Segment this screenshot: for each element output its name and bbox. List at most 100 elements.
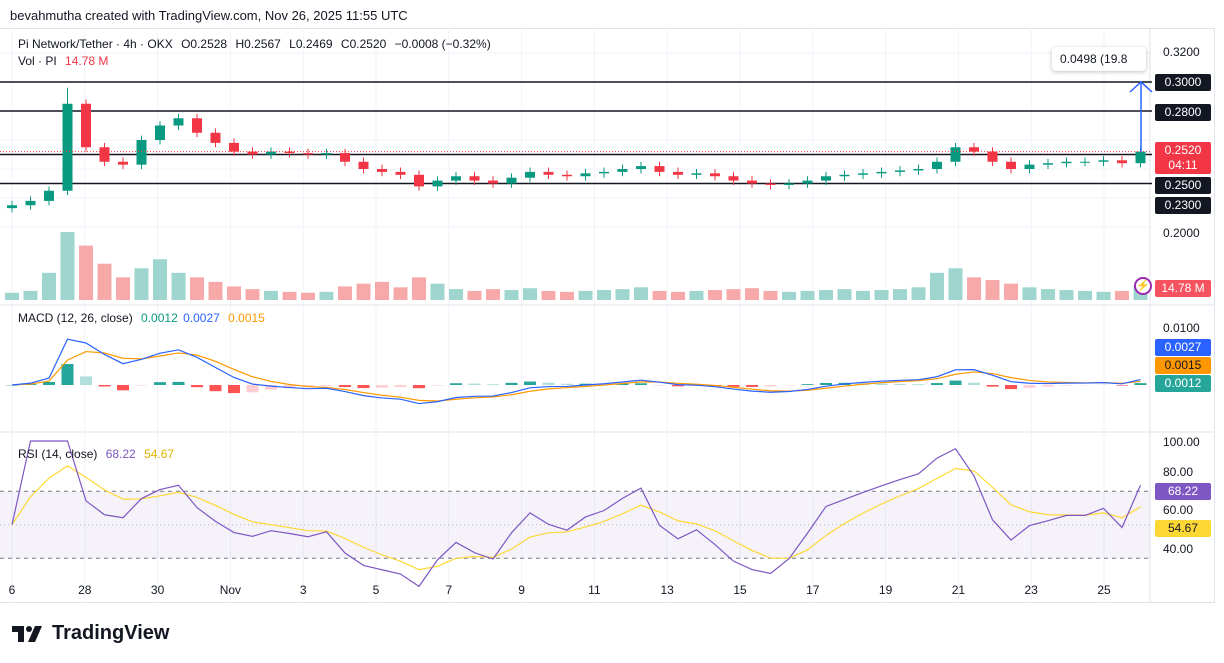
macd-histogram-bar: [320, 385, 333, 386]
volume-bar: [264, 290, 278, 300]
measure-arrow-head: [1129, 80, 1153, 93]
candle-body: [229, 142, 239, 152]
candle-body: [1135, 151, 1146, 164]
macd-histogram-bar: [450, 383, 462, 385]
price-tick: 0.2000: [1163, 226, 1200, 240]
macd-histogram-bar: [1060, 385, 1073, 386]
volume-value: 14.78 M: [65, 54, 109, 68]
volume-bar: [227, 286, 241, 300]
candle-body: [1043, 163, 1053, 165]
hline-tag-0300: 0.3000: [1155, 74, 1211, 91]
tradingview-logo[interactable]: TradingView: [12, 622, 169, 645]
tradingview-logo-icon: [12, 625, 42, 642]
volume-bar: [652, 290, 667, 300]
volume-bar: [726, 289, 741, 300]
time-tick: 17: [806, 583, 820, 597]
macd-histogram-bar: [265, 385, 277, 390]
time-tick: 6: [8, 583, 16, 597]
macd-histogram-bar: [6, 385, 18, 386]
macd-histogram-bar: [117, 385, 129, 391]
credit-text: bevahmutha created with TradingView.com,…: [10, 8, 408, 23]
volume-bar: [1022, 287, 1037, 300]
macd-histogram-bar: [487, 384, 499, 385]
volume-bar: [134, 268, 149, 300]
macd-histogram-bar: [172, 381, 185, 385]
candle-body: [710, 173, 720, 177]
volume-bar: [874, 290, 889, 300]
symbol-label[interactable]: Pi Network/Tether · 4h · OKX: [18, 37, 173, 51]
candle-body: [673, 171, 683, 175]
macd-histogram-bar: [43, 382, 55, 385]
time-tick: 23: [1024, 583, 1038, 597]
brand-name: TradingView: [52, 622, 170, 644]
candle-body: [247, 151, 258, 155]
macd-histogram-bar: [949, 380, 962, 385]
rsi-label[interactable]: RSI (14, close): [18, 447, 98, 461]
candle-body: [488, 180, 498, 184]
candle-body: [839, 174, 850, 177]
candle-body: [858, 173, 868, 175]
chart-frame: [0, 28, 1215, 603]
macd-histogram-bar: [542, 382, 555, 385]
volume-bar: [1004, 283, 1018, 300]
candle-body: [1024, 164, 1035, 169]
time-tick: 15: [733, 583, 747, 597]
main-legend: Pi Network/Tether · 4h · OKX O0.2528 H0.…: [18, 37, 496, 51]
macd-histogram-bar: [875, 383, 888, 385]
macd-histogram-bar: [1005, 385, 1017, 390]
macd-line: [11, 338, 1141, 405]
macd-histogram-bar: [986, 385, 999, 387]
candle-body: [1117, 160, 1127, 164]
candle-body: [932, 161, 942, 169]
candle-body: [469, 176, 480, 181]
hline-tag-0250: 0.2500: [1155, 177, 1211, 194]
volume-bar: [153, 259, 167, 300]
candle-body: [340, 153, 350, 162]
candle-body: [580, 173, 591, 177]
macd-histogram-bar: [561, 383, 573, 385]
macd-legend: MACD (12, 26, close) 0.0012 0.0027 0.001…: [18, 311, 270, 325]
rsi-tick: 40.00: [1163, 542, 1194, 556]
volume-bar: [282, 291, 297, 300]
candle-body: [599, 171, 609, 174]
volume-bar: [116, 277, 130, 300]
volume-label[interactable]: Vol · PI: [18, 54, 57, 68]
macd-signal-tag: 0.0015: [1155, 357, 1211, 374]
macd-histogram-bar: [209, 385, 222, 392]
macd-histogram-bar: [931, 383, 943, 385]
volume-bar: [190, 277, 204, 300]
rsi-legend: RSI (14, close) 68.22 54.67: [18, 447, 179, 461]
lightning-icon[interactable]: ⚡: [1134, 277, 1152, 295]
candle-body: [876, 171, 887, 174]
macd-histogram-bar: [616, 383, 629, 385]
low-value: L0.2469: [289, 37, 333, 51]
measure-tooltip: 0.0498 (19.8: [1052, 47, 1146, 71]
rsi-ma-line: [11, 465, 1141, 571]
volume-bar: [42, 272, 56, 300]
volume-bar: [985, 280, 1000, 300]
macd-label[interactable]: MACD (12, 26, close): [18, 311, 133, 325]
macd-line-value: 0.0027: [183, 311, 220, 325]
volume-bar: [745, 288, 759, 300]
close-value: C0.2520: [340, 37, 387, 51]
volume-bar: [1041, 289, 1055, 300]
macd-histogram-bar: [968, 382, 980, 385]
macd-histogram-bar: [61, 364, 74, 385]
macd-hist-tag: 0.0012: [1155, 375, 1211, 392]
candle-body: [617, 169, 628, 172]
macd-histogram-bar: [1134, 383, 1147, 385]
candle-body: [654, 166, 665, 172]
rsi-line: [11, 440, 1142, 588]
candle-body: [969, 147, 979, 152]
candle-body: [395, 171, 406, 175]
rsi-tick: 100.00: [1163, 435, 1200, 449]
volume-bar: [523, 288, 537, 300]
volume-tag: 14.78 M: [1155, 280, 1211, 297]
macd-histogram-bar: [579, 383, 592, 385]
rsi-ma-value: 54.67: [144, 447, 175, 461]
volume-bar: [578, 290, 593, 300]
macd-histogram-bar: [912, 384, 925, 385]
macd-histogram-bar: [635, 383, 647, 385]
volume-bar: [782, 291, 796, 300]
